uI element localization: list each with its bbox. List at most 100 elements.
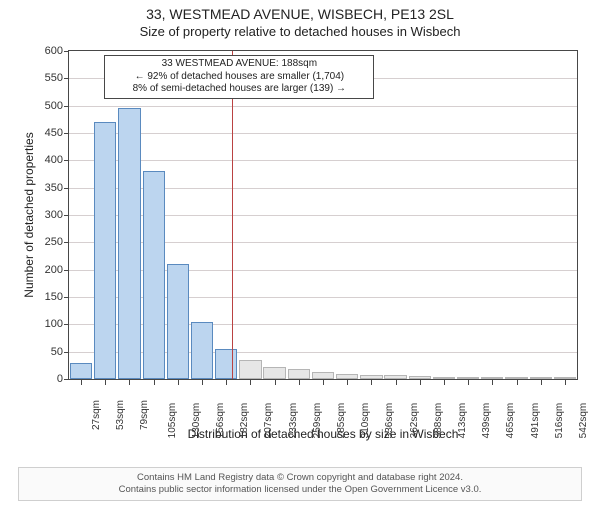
- xtick-label: 53sqm: [115, 400, 126, 430]
- ytick-label: 200: [23, 264, 63, 276]
- annotation-line: ← 92% of detached houses are smaller (1,…: [111, 71, 367, 84]
- ytick-label: 550: [23, 72, 63, 84]
- xtick-label: 130sqm: [191, 403, 202, 439]
- histogram-bar: [384, 375, 406, 379]
- xtick-label: 285sqm: [336, 403, 347, 439]
- ytick-label: 500: [23, 100, 63, 112]
- xtick-mark: [275, 380, 276, 385]
- histogram-bar: [70, 363, 92, 379]
- xtick-mark: [444, 380, 445, 385]
- reference-line: [232, 51, 233, 379]
- xtick-mark: [541, 380, 542, 385]
- xtick-mark: [517, 380, 518, 385]
- xtick-label: 79sqm: [139, 400, 150, 430]
- ytick-mark: [64, 188, 69, 189]
- xtick-label: 491sqm: [529, 403, 540, 439]
- xtick-label: 259sqm: [312, 403, 323, 439]
- histogram-bar: [530, 377, 552, 379]
- xtick-mark: [81, 380, 82, 385]
- ytick-mark: [64, 352, 69, 353]
- xtick-label: 336sqm: [384, 403, 395, 439]
- xtick-mark: [347, 380, 348, 385]
- histogram-bar: [433, 377, 455, 379]
- xtick-mark: [202, 380, 203, 385]
- xtick-mark: [178, 380, 179, 385]
- chart-title: 33, WESTMEAD AVENUE, WISBECH, PE13 2SL: [0, 6, 600, 22]
- annotation-box: 33 WESTMEAD AVENUE: 188sqm← 92% of detac…: [104, 55, 374, 99]
- xtick-mark: [420, 380, 421, 385]
- ytick-label: 350: [23, 182, 63, 194]
- xtick-label: 465sqm: [505, 403, 516, 439]
- histogram-bar: [554, 377, 576, 379]
- xtick-mark: [468, 380, 469, 385]
- xtick-mark: [226, 380, 227, 385]
- xtick-label: 310sqm: [360, 403, 371, 439]
- xtick-mark: [492, 380, 493, 385]
- ytick-label: 150: [23, 291, 63, 303]
- footer-line-2: Contains public sector information licen…: [25, 484, 575, 496]
- xtick-label: 516sqm: [553, 403, 564, 439]
- ytick-mark: [64, 51, 69, 52]
- xtick-label: 207sqm: [263, 403, 274, 439]
- histogram-bar: [288, 369, 310, 379]
- xtick-label: 362sqm: [408, 403, 419, 439]
- ytick-label: 600: [23, 45, 63, 57]
- xtick-label: 156sqm: [215, 403, 226, 439]
- xtick-mark: [154, 380, 155, 385]
- histogram-bar: [336, 374, 358, 379]
- attribution-footer: Contains HM Land Registry data © Crown c…: [18, 467, 582, 501]
- xtick-mark: [105, 380, 106, 385]
- ytick-mark: [64, 324, 69, 325]
- ytick-mark: [64, 215, 69, 216]
- ytick-mark: [64, 297, 69, 298]
- xtick-mark: [323, 380, 324, 385]
- ytick-mark: [64, 106, 69, 107]
- histogram-bar: [409, 376, 431, 379]
- xtick-mark: [396, 380, 397, 385]
- chart-container: Number of detached properties Distributi…: [10, 50, 592, 454]
- histogram-bar: [481, 377, 503, 379]
- xtick-mark: [371, 380, 372, 385]
- ytick-label: 50: [23, 346, 63, 358]
- xtick-mark: [250, 380, 251, 385]
- plot-area: Number of detached properties Distributi…: [68, 50, 578, 380]
- xtick-mark: [565, 380, 566, 385]
- ytick-mark: [64, 379, 69, 380]
- gridline: [69, 160, 577, 161]
- annotation-line: 8% of semi-detached houses are larger (1…: [111, 83, 367, 96]
- histogram-bar: [118, 108, 140, 379]
- chart-subtitle: Size of property relative to detached ho…: [0, 24, 600, 39]
- histogram-bar: [505, 377, 527, 379]
- histogram-bar: [215, 349, 237, 379]
- xtick-label: 439sqm: [481, 403, 492, 439]
- ytick-label: 300: [23, 209, 63, 221]
- xtick-label: 27sqm: [91, 400, 102, 430]
- ytick-label: 100: [23, 318, 63, 330]
- xtick-label: 233sqm: [287, 403, 298, 439]
- histogram-bar: [191, 322, 213, 379]
- histogram-bar: [457, 377, 479, 379]
- histogram-bar: [94, 122, 116, 379]
- ytick-mark: [64, 133, 69, 134]
- ytick-label: 450: [23, 127, 63, 139]
- ytick-mark: [64, 270, 69, 271]
- ytick-mark: [64, 242, 69, 243]
- histogram-bar: [360, 375, 382, 379]
- xtick-mark: [129, 380, 130, 385]
- histogram-bar: [239, 360, 261, 379]
- gridline: [69, 106, 577, 107]
- ytick-mark: [64, 160, 69, 161]
- histogram-bar: [167, 264, 189, 379]
- footer-line-1: Contains HM Land Registry data © Crown c…: [25, 472, 575, 484]
- xtick-label: 388sqm: [433, 403, 444, 439]
- ytick-label: 0: [23, 373, 63, 385]
- xtick-label: 413sqm: [457, 403, 468, 439]
- xtick-mark: [299, 380, 300, 385]
- ytick-label: 400: [23, 154, 63, 166]
- xtick-label: 542sqm: [578, 403, 589, 439]
- histogram-bar: [263, 367, 285, 379]
- ytick-label: 250: [23, 236, 63, 248]
- annotation-line: 33 WESTMEAD AVENUE: 188sqm: [111, 58, 367, 71]
- xtick-label: 105sqm: [166, 403, 177, 439]
- ytick-mark: [64, 78, 69, 79]
